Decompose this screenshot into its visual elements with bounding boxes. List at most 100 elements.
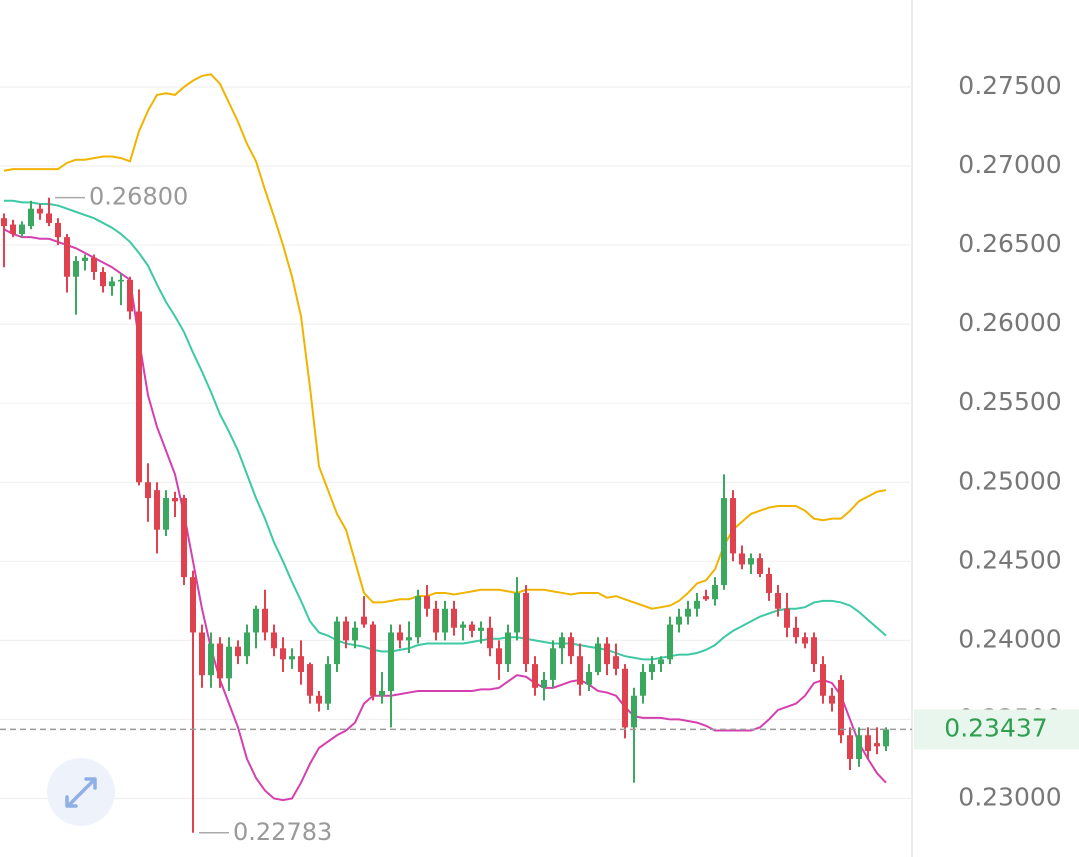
candle-body — [226, 646, 232, 679]
candle-body — [145, 482, 151, 499]
candle-body — [73, 260, 79, 277]
band-line — [3, 228, 887, 802]
candle-body — [847, 735, 853, 759]
candle-body — [379, 690, 385, 696]
candle-body — [766, 573, 772, 593]
candle-body — [451, 608, 457, 628]
candle-body — [739, 553, 745, 565]
candle-body — [478, 627, 484, 631]
candle-body — [172, 498, 178, 502]
candle-body — [532, 664, 538, 688]
candle-body — [424, 596, 430, 609]
candle-body — [55, 222, 61, 238]
candle-body — [613, 656, 619, 669]
y-tick-label: 0.24500 — [958, 545, 1061, 574]
candle-body — [370, 624, 376, 696]
candle-body — [496, 648, 502, 665]
candle-body — [289, 656, 295, 660]
labels: 0.230000.235000.240000.245000.250000.255… — [0, 71, 1079, 846]
candle-body — [757, 558, 763, 574]
expand-button[interactable] — [47, 758, 115, 826]
candle-body — [163, 498, 169, 530]
candle-body — [91, 257, 97, 272]
y-tick-label: 0.27000 — [958, 150, 1061, 179]
candle-body — [316, 695, 322, 704]
candle-body — [838, 679, 844, 736]
y-tick-label: 0.26500 — [958, 229, 1061, 258]
extreme-label: 0.22783 — [233, 818, 332, 846]
candle-body — [361, 616, 367, 625]
candle-body — [10, 224, 16, 235]
y-tick-label: 0.26000 — [958, 308, 1061, 337]
candle-body — [721, 498, 727, 586]
candle-body — [802, 637, 808, 644]
candle-body — [199, 632, 205, 676]
candle-body — [829, 695, 835, 704]
candle-body — [811, 637, 817, 665]
candle-body — [595, 643, 601, 673]
candle-body — [874, 743, 880, 747]
candle-body — [433, 608, 439, 633]
candle-body — [109, 281, 115, 287]
candle-body — [100, 271, 106, 287]
band-line — [4, 199, 887, 661]
y-tick-label: 0.25000 — [958, 466, 1061, 495]
band-line — [3, 73, 887, 610]
candle-body — [460, 624, 466, 628]
candle-body — [856, 735, 862, 759]
candle-body — [883, 729, 889, 747]
candle-body — [271, 632, 277, 649]
candle-body — [406, 637, 412, 641]
candle-body — [262, 608, 268, 633]
candle-body — [343, 621, 349, 641]
candle-body — [154, 490, 160, 530]
candle-body — [793, 627, 799, 638]
candle-body — [685, 608, 691, 617]
candle-body — [730, 498, 736, 554]
candle-body — [694, 600, 700, 609]
candle-body — [208, 643, 214, 676]
candle-body — [352, 627, 358, 641]
candle-body — [136, 311, 142, 483]
candle-body — [640, 672, 646, 696]
candle-body — [415, 596, 421, 638]
candle-body — [667, 624, 673, 660]
candle-body — [235, 646, 241, 657]
candle-body — [82, 257, 88, 261]
candle-body — [334, 621, 340, 665]
marks — [1, 73, 889, 833]
candle-body — [676, 616, 682, 625]
candle-body — [280, 648, 286, 660]
candle-body — [181, 498, 187, 578]
candle-body — [658, 659, 664, 665]
candle-body — [298, 656, 304, 673]
y-tick-label: 0.27500 — [958, 71, 1061, 100]
candle-body — [784, 608, 790, 628]
candle-body — [775, 592, 781, 609]
candle-body — [388, 632, 394, 691]
candle-body — [748, 558, 754, 565]
candle-body — [586, 672, 592, 685]
candle-body — [505, 632, 511, 665]
candle-body — [514, 592, 520, 633]
candle-body — [118, 279, 124, 282]
candle-body — [28, 208, 34, 227]
candle-body — [19, 224, 25, 235]
candle-body — [325, 664, 331, 704]
grid — [0, 86, 912, 800]
candle-body — [649, 664, 655, 673]
candle-body — [622, 668, 628, 728]
candle-body — [865, 735, 871, 752]
candle-body — [244, 632, 250, 657]
candle-body — [217, 643, 223, 679]
candle-body — [703, 596, 709, 600]
candle-body — [541, 679, 547, 688]
candle-body — [1, 218, 7, 227]
candle-body — [469, 624, 475, 631]
candle-body — [127, 279, 133, 312]
candle-body — [37, 208, 43, 214]
candle-body — [604, 643, 610, 665]
last-price-box — [914, 709, 1079, 750]
